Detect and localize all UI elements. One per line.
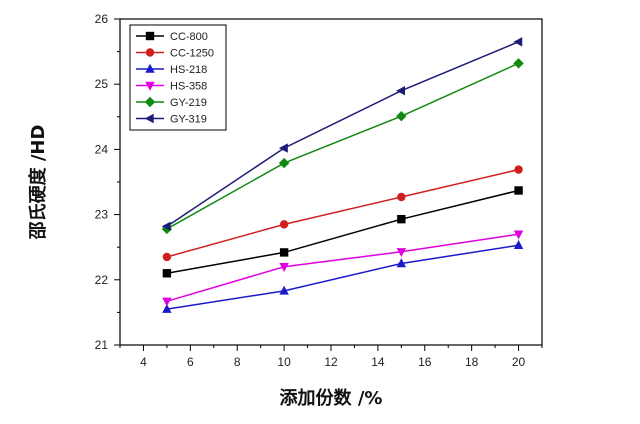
x-tick-label: 10 [277,355,291,369]
legend-marker [145,63,155,73]
y-tick-label: 26 [95,12,109,26]
x-tick-label: 6 [187,355,194,369]
data-point-hs-218 [396,258,407,268]
data-point-cc-800 [162,269,172,278]
legend-label: CC-1250 [170,48,214,60]
legend-label: HS-218 [170,64,207,76]
y-tick-label: 25 [95,77,109,91]
legend-label: GY-219 [170,97,207,109]
data-point-cc-800 [514,186,523,195]
legend-marker [145,31,155,41]
data-point-cc-1250 [279,220,289,229]
data-point-hs-218 [279,285,289,295]
x-tick-label: 4 [140,355,147,369]
series-line-cc-800 [166,189,519,275]
data-point-hs-358 [513,230,524,240]
x-tick-label: 14 [371,355,385,369]
data-point-gy-319 [278,143,288,153]
legend-label: CC-800 [170,31,208,43]
x-tick-label: 8 [234,355,241,369]
data-point-hs-358 [396,248,407,257]
y-tick-label: 24 [95,142,109,156]
series-line-gy-219 [166,62,519,230]
series-line-hs-218 [166,244,519,310]
data-point-gy-319 [513,37,523,47]
x-axis-title: 添加份数 /% [280,387,383,409]
data-point-cc-800 [279,248,289,257]
legend-marker [145,81,155,91]
series-line-cc-1250 [166,168,519,258]
legend-marker [144,96,156,108]
series-line-gy-319 [166,41,519,227]
data-point-cc-800 [397,214,406,224]
legend-marker [145,48,155,57]
x-tick-label: 20 [512,355,526,369]
data-point-cc-1250 [162,252,172,262]
series-line-hs-358 [166,233,519,303]
legend-box [129,24,227,131]
data-point-hs-218 [513,240,524,249]
data-point-gy-219 [396,110,407,122]
data-point-hs-358 [162,297,172,307]
data-point-gy-319 [396,86,406,96]
y-axis-title: 邵氏硬度 /HD [27,125,49,241]
y-tick-label: 22 [95,273,109,287]
legend-label: HS-358 [170,81,207,93]
data-point-cc-1250 [514,165,523,174]
y-tick-label: 21 [95,338,109,352]
y-tick-label: 23 [95,208,109,222]
data-point-cc-1250 [397,192,406,202]
legend-marker [144,113,154,124]
x-tick-label: 16 [418,355,432,369]
data-point-hs-218 [162,303,172,313]
data-point-gy-219 [513,58,524,69]
data-point-gy-319 [161,221,171,232]
x-tick-label: 18 [465,355,479,369]
data-point-hs-358 [279,263,289,272]
x-tick-label: 12 [324,355,338,369]
data-point-gy-219 [278,157,290,169]
legend-label: GY-319 [170,114,207,126]
